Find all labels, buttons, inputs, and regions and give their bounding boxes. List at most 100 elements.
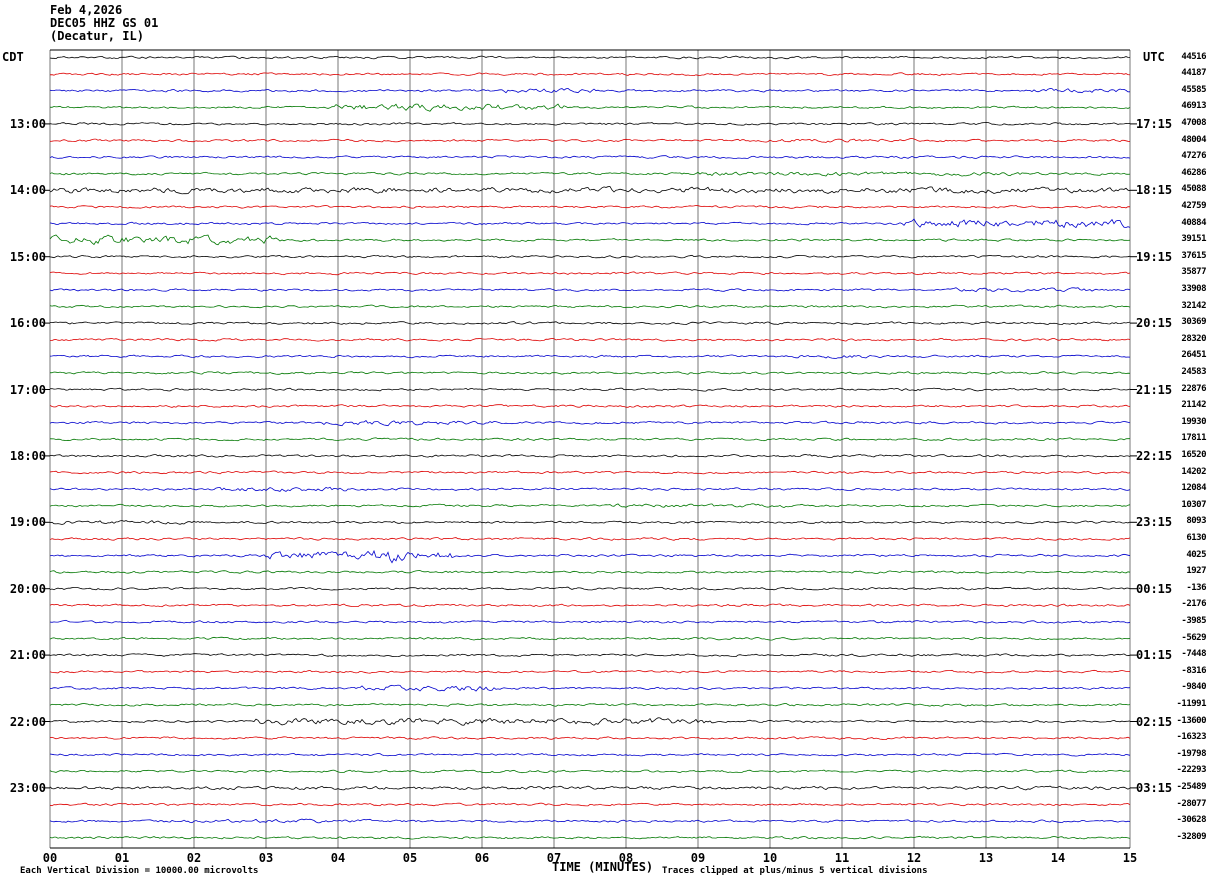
seismic-trace — [49, 835, 1131, 840]
seismic-trace — [49, 171, 1131, 177]
seismic-trace — [49, 55, 1131, 60]
trace-value-label: -3985 — [1181, 615, 1206, 626]
seismic-trace — [49, 818, 1131, 824]
seismic-trace — [49, 337, 1131, 342]
header-station: DEC05 HHZ GS 01 — [50, 16, 159, 30]
trace-value-label: 6130 — [1186, 532, 1206, 543]
seismic-trace — [49, 453, 1131, 458]
x-tick-label: 15 — [1122, 851, 1138, 865]
trace-value-label: 45088 — [1181, 184, 1206, 195]
seismic-trace — [49, 254, 1131, 259]
trace-value-label: -5629 — [1181, 632, 1206, 643]
trace-value-label: 39151 — [1181, 234, 1206, 245]
seismic-trace — [49, 636, 1131, 641]
trace-value-label: 21142 — [1181, 400, 1206, 411]
left-hour-label: 23:00 — [9, 780, 46, 795]
seismic-trace — [49, 371, 1131, 375]
trace-value-label: -32809 — [1176, 831, 1206, 842]
trace-value-label: 24583 — [1181, 366, 1206, 377]
right-hour-label: 03:15 — [1136, 780, 1173, 795]
seismic-trace — [49, 802, 1131, 807]
right-hour-label: 19:15 — [1136, 249, 1173, 264]
trace-value-label: -13600 — [1176, 715, 1206, 726]
seismic-trace — [49, 769, 1131, 774]
x-tick-label: 01 — [114, 851, 130, 865]
seismic-trace — [49, 271, 1131, 276]
trace-value-label: 1927 — [1186, 566, 1206, 577]
x-tick-label: 03 — [258, 851, 274, 865]
trace-value-label: 17811 — [1181, 433, 1206, 444]
x-tick-label: 11 — [834, 851, 850, 865]
footer-scale-note: Each Vertical Division = 10000.00 microv… — [20, 866, 259, 876]
seismic-trace — [49, 470, 1131, 475]
trace-value-label: 33908 — [1181, 283, 1206, 294]
left-hour-label: 21:00 — [9, 648, 46, 663]
trace-value-label: 26451 — [1181, 350, 1206, 361]
trace-value-label: 46913 — [1181, 101, 1206, 112]
trace-value-label: -22293 — [1176, 765, 1206, 776]
trace-value-label: 44187 — [1181, 68, 1206, 79]
right-hour-label: 20:15 — [1136, 316, 1173, 331]
seismic-trace — [49, 785, 1131, 791]
seismic-trace — [49, 486, 1131, 492]
trace-value-label: 8093 — [1186, 516, 1206, 527]
seismic-trace — [49, 603, 1131, 608]
trace-value-label: 47276 — [1181, 151, 1206, 162]
left-hour-label: 19:00 — [9, 515, 46, 530]
trace-value-label: 37615 — [1181, 250, 1206, 261]
seismic-trace — [49, 155, 1131, 159]
seismic-trace — [49, 752, 1131, 757]
seismic-trace — [49, 520, 1131, 525]
trace-value-label: 22876 — [1181, 383, 1206, 394]
seismic-trace — [50, 437, 1131, 442]
seismic-trace — [49, 702, 1131, 707]
left-hour-label: 14:00 — [9, 183, 46, 198]
trace-value-label: -16323 — [1176, 732, 1206, 743]
right-hour-label: 21:15 — [1136, 382, 1173, 397]
right-hour-label: 23:15 — [1136, 515, 1173, 530]
trace-value-label: 40884 — [1181, 217, 1206, 228]
trace-value-label: 16520 — [1181, 449, 1206, 460]
trace-value-label: 48004 — [1181, 134, 1206, 145]
right-hour-label: 02:15 — [1136, 714, 1173, 729]
left-hour-label: 16:00 — [9, 316, 46, 331]
trace-value-label: 12084 — [1181, 483, 1206, 494]
trace-value-label: 35877 — [1181, 267, 1206, 278]
right-hour-label: 18:15 — [1136, 183, 1173, 198]
trace-value-label: -7448 — [1181, 649, 1206, 660]
left-hour-label: 13:00 — [9, 116, 46, 131]
trace-value-label: -28077 — [1176, 798, 1206, 809]
footer-clip-note: Traces clipped at plus/minus 5 vertical … — [662, 866, 928, 876]
trace-value-label: 46286 — [1181, 167, 1206, 178]
trace-value-label: 42759 — [1181, 200, 1206, 211]
right-hour-label: 17:15 — [1136, 116, 1173, 131]
x-tick-label: 08 — [618, 851, 634, 865]
trace-value-label: -19798 — [1176, 748, 1206, 759]
x-tick-label: 00 — [42, 851, 58, 865]
x-tick-label: 13 — [978, 851, 994, 865]
seismic-trace — [49, 684, 1131, 692]
seismic-trace — [49, 537, 1131, 541]
trace-value-label: -136 — [1186, 582, 1206, 593]
seismic-trace — [49, 404, 1131, 408]
x-tick-label: 09 — [690, 851, 706, 865]
x-tick-label: 05 — [402, 851, 418, 865]
seismic-trace — [49, 354, 1131, 359]
trace-value-label: 44516 — [1181, 51, 1206, 62]
left-hour-label: 18:00 — [9, 448, 46, 463]
left-hour-label: 17:00 — [9, 382, 46, 397]
seismic-trace — [49, 387, 1131, 392]
trace-value-label: 30369 — [1181, 317, 1206, 328]
header-date: Feb 4,2026 — [50, 3, 123, 17]
left-timezone-label: CDT — [2, 50, 24, 64]
seismic-trace — [49, 549, 1131, 564]
seismic-trace — [49, 72, 1131, 77]
seismic-trace — [49, 669, 1130, 674]
x-tick-label: 06 — [474, 851, 490, 865]
trace-value-label: 19930 — [1181, 416, 1206, 427]
seismic-trace — [49, 234, 1131, 246]
right-hour-label: 01:15 — [1136, 648, 1173, 663]
seismic-trace — [49, 717, 1131, 726]
trace-value-label: -2176 — [1181, 599, 1206, 610]
